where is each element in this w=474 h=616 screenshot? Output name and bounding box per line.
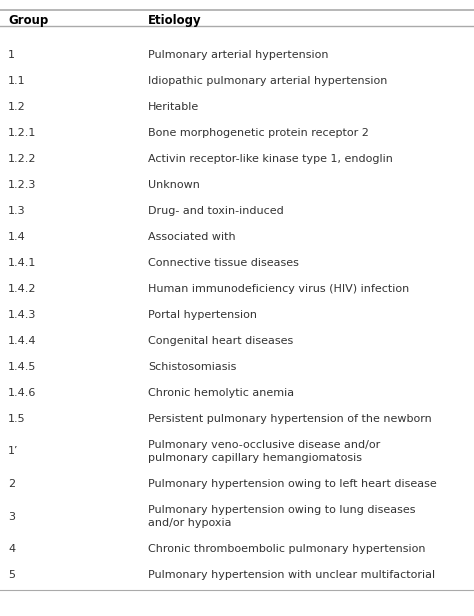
Text: Group: Group [8, 14, 48, 27]
Text: 1.3: 1.3 [8, 206, 26, 216]
Text: 3: 3 [8, 511, 15, 522]
Text: Pulmonary hypertension with unclear multifactorial: Pulmonary hypertension with unclear mult… [148, 570, 435, 580]
Text: Heritable: Heritable [148, 102, 199, 112]
Text: 1.4.1: 1.4.1 [8, 258, 36, 268]
Text: Chronic hemolytic anemia: Chronic hemolytic anemia [148, 388, 294, 398]
Text: 1.4.5: 1.4.5 [8, 362, 36, 372]
Text: Pulmonary hypertension owing to lung diseases
and/or hypoxia: Pulmonary hypertension owing to lung dis… [148, 505, 416, 528]
Text: Portal hypertension: Portal hypertension [148, 310, 257, 320]
Text: 2: 2 [8, 479, 15, 489]
Text: 1.2: 1.2 [8, 102, 26, 112]
Text: Drug- and toxin-induced: Drug- and toxin-induced [148, 206, 284, 216]
Text: Associated with: Associated with [148, 232, 236, 242]
Text: Pulmonary arterial hypertension: Pulmonary arterial hypertension [148, 50, 328, 60]
Text: 1.4: 1.4 [8, 232, 26, 242]
Text: 1.4.3: 1.4.3 [8, 310, 36, 320]
Text: 1.2.3: 1.2.3 [8, 180, 36, 190]
Text: Activin receptor-like kinase type 1, endoglin: Activin receptor-like kinase type 1, end… [148, 154, 393, 164]
Text: 1.4.2: 1.4.2 [8, 284, 36, 294]
Text: 1: 1 [8, 50, 15, 60]
Text: 1’: 1’ [8, 447, 18, 456]
Text: 1.4.4: 1.4.4 [8, 336, 36, 346]
Text: 5: 5 [8, 570, 15, 580]
Text: Etiology: Etiology [148, 14, 201, 27]
Text: 1.2.2: 1.2.2 [8, 154, 36, 164]
Text: Schistosomiasis: Schistosomiasis [148, 362, 237, 372]
Text: Unknown: Unknown [148, 180, 200, 190]
Text: Chronic thromboembolic pulmonary hypertension: Chronic thromboembolic pulmonary hyperte… [148, 544, 426, 554]
Text: Connective tissue diseases: Connective tissue diseases [148, 258, 299, 268]
Text: Pulmonary veno-occlusive disease and/or
pulmonary capillary hemangiomatosis: Pulmonary veno-occlusive disease and/or … [148, 440, 380, 463]
Text: Persistent pulmonary hypertension of the newborn: Persistent pulmonary hypertension of the… [148, 414, 432, 424]
Text: 4: 4 [8, 544, 15, 554]
Text: 1.2.1: 1.2.1 [8, 128, 36, 138]
Text: Congenital heart diseases: Congenital heart diseases [148, 336, 293, 346]
Text: Idiopathic pulmonary arterial hypertension: Idiopathic pulmonary arterial hypertensi… [148, 76, 387, 86]
Text: Human immunodeficiency virus (HIV) infection: Human immunodeficiency virus (HIV) infec… [148, 284, 409, 294]
Text: 1.1: 1.1 [8, 76, 26, 86]
Text: 1.4.6: 1.4.6 [8, 388, 36, 398]
Text: 1.5: 1.5 [8, 414, 26, 424]
Text: Bone morphogenetic protein receptor 2: Bone morphogenetic protein receptor 2 [148, 128, 369, 138]
Text: Pulmonary hypertension owing to left heart disease: Pulmonary hypertension owing to left hea… [148, 479, 437, 489]
